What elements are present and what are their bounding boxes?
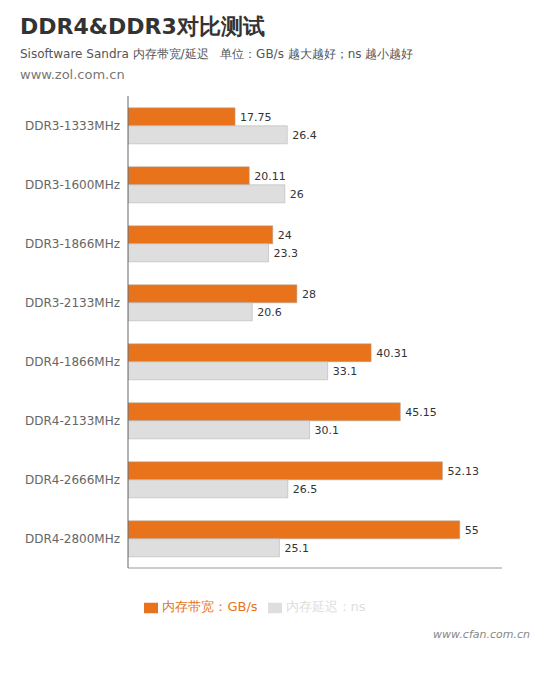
svg-text:17.75: 17.75: [240, 111, 271, 124]
html-text:www.zol.com.cn: www.zol.com.cn: [20, 67, 125, 82]
svg-text:24: 24: [278, 229, 292, 242]
svg-text:DDR3-1866MHz: DDR3-1866MHz: [25, 237, 120, 251]
svg-text:33.1: 33.1: [333, 365, 358, 378]
svg-text:26.4: 26.4: [292, 129, 317, 142]
svg-text:DDR3-1600MHz: DDR3-1600MHz: [25, 178, 120, 192]
svg-text:40.31: 40.31: [376, 347, 408, 360]
svg-text:55: 55: [465, 524, 479, 537]
svg-text:25.1: 25.1: [284, 542, 309, 555]
svg-text:28: 28: [302, 288, 316, 301]
html-text:内存带宽：GB/s: 内存带宽：GB/s: [162, 599, 258, 614]
svg-text:26: 26: [290, 188, 304, 201]
svg-text:20.6: 20.6: [257, 306, 282, 319]
svg-text:26.5: 26.5: [293, 483, 318, 496]
svg-text:20.11: 20.11: [254, 170, 286, 183]
html-text:内存延迟：ns: 内存延迟：ns: [285, 599, 366, 614]
svg-text:DDR4-2800MHz: DDR4-2800MHz: [25, 532, 120, 546]
svg-text:DDR3-1333MHz: DDR3-1333MHz: [25, 119, 120, 133]
svg-text:52.13: 52.13: [447, 465, 479, 478]
svg-text:DDR3-2133MHz: DDR3-2133MHz: [25, 296, 120, 310]
html-text:www.cfan.com.cn: www.cfan.com.cn: [433, 628, 530, 641]
svg-text:30.1: 30.1: [315, 424, 340, 437]
html-text:Sisoftware Sandra 内存带宽/延迟 单位：G: Sisoftware Sandra 内存带宽/延迟 单位：GB/s 越大越好；n…: [20, 47, 414, 61]
svg-text:45.15: 45.15: [405, 406, 437, 419]
svg-text:DDR4-2666MHz: DDR4-2666MHz: [25, 473, 120, 487]
html-text:DDR4&DDR3对比测试: DDR4&DDR3对比测试: [20, 14, 265, 39]
svg-text:DDR4-2133MHz: DDR4-2133MHz: [25, 414, 120, 428]
svg-text:23.3: 23.3: [274, 247, 299, 260]
svg-text:DDR4-1866MHz: DDR4-1866MHz: [25, 355, 120, 369]
